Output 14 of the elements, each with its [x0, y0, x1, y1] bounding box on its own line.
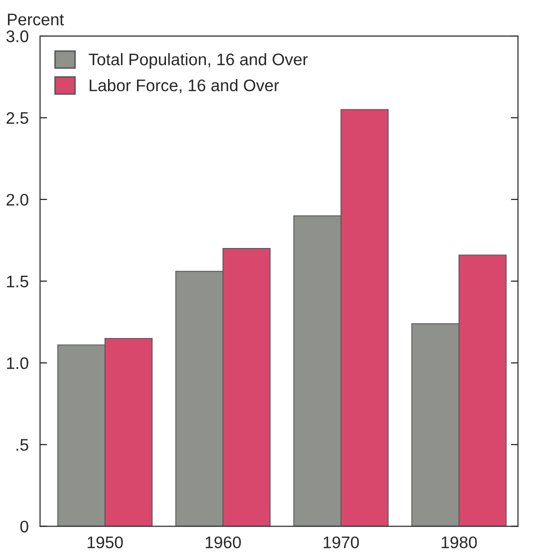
- legend-label: Total Population, 16 and Over: [88, 53, 308, 69]
- y-tick-label: 1.0: [7, 357, 28, 370]
- y-tick-label: 1.5: [7, 276, 28, 288]
- y-tick-label: 2.5: [6, 112, 28, 124]
- x-tick-label: 1960: [206, 536, 241, 548]
- x-tick-label: 1980: [442, 536, 477, 548]
- x-tick-label: 1970: [324, 536, 359, 548]
- y-tick-label: 3.0: [6, 30, 28, 42]
- y-tick-label: 2.0: [6, 194, 28, 206]
- legend-label: Labor Force, 16 and Over: [90, 79, 279, 94]
- x-tick-label: 1950: [88, 536, 123, 548]
- y-tick-label: 0: [20, 520, 28, 533]
- y-axis-title: Percent: [8, 14, 64, 26]
- y-tick-label: .5: [16, 439, 28, 451]
